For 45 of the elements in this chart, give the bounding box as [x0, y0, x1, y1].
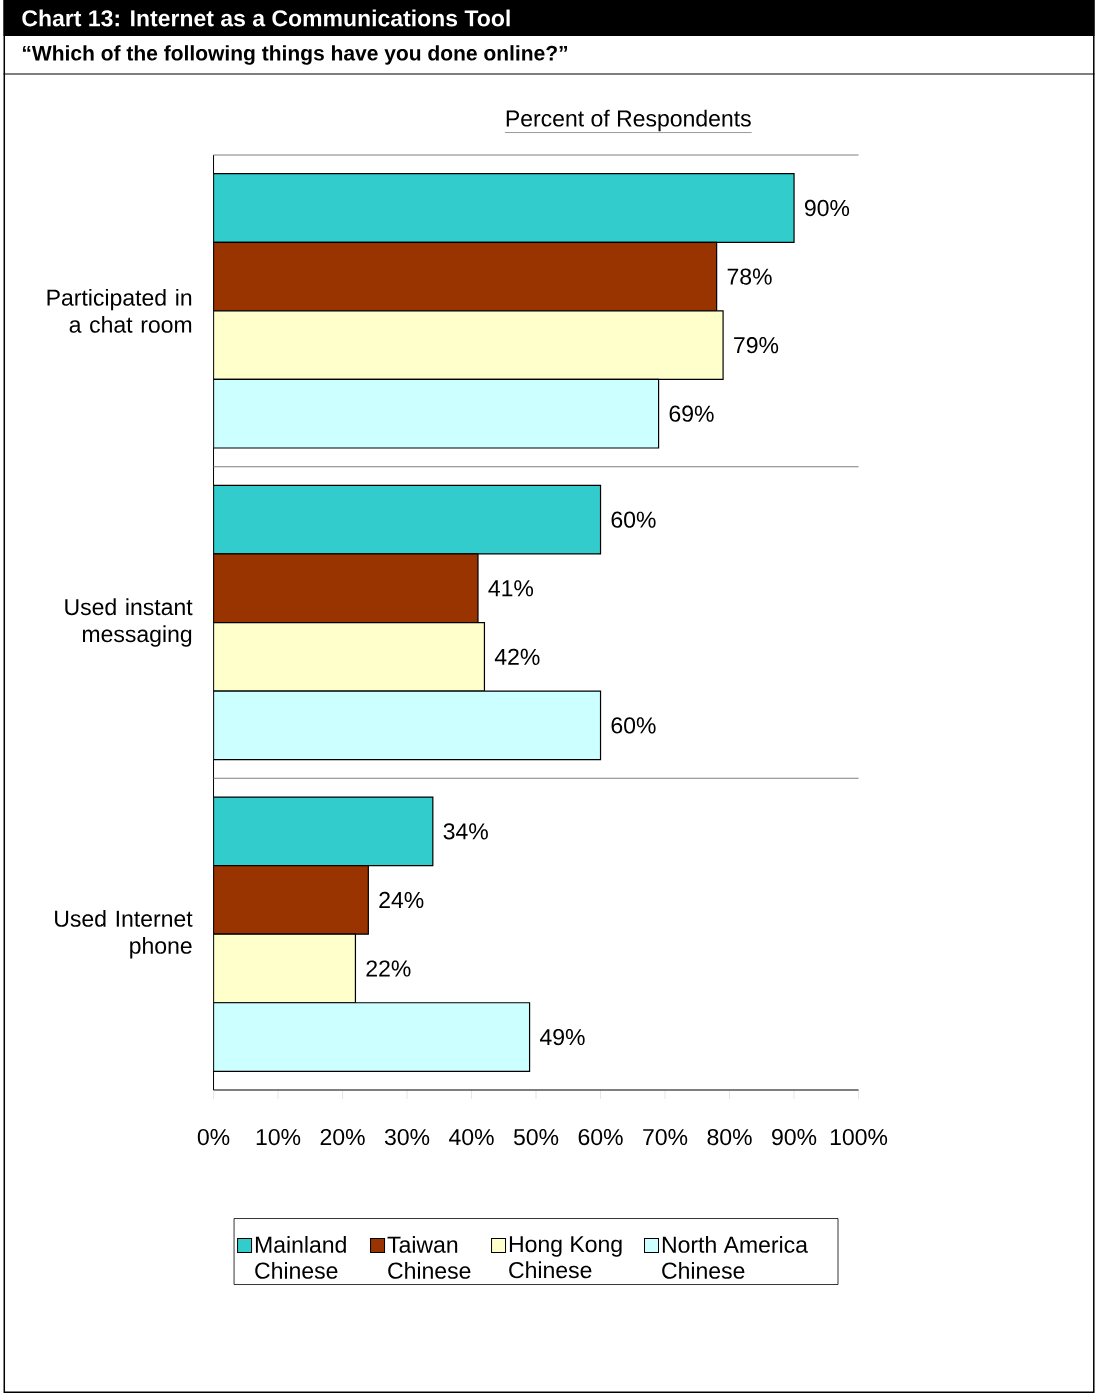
data-label: 24% — [379, 891, 424, 909]
data-label: 49% — [539, 1028, 585, 1046]
bar — [213, 310, 724, 381]
x-tick-label: 80% — [707, 1128, 752, 1146]
x-tick-label: 20% — [320, 1128, 365, 1146]
y-tick-label: Participated in a chat room — [47, 288, 192, 333]
legend-label: Taiwan Chinese — [387, 1235, 471, 1279]
x-axis-title: Percent of Respondents — [506, 109, 751, 132]
data-label: 78% — [727, 268, 772, 285]
x-tick-label: 70% — [643, 1128, 688, 1146]
bar — [213, 173, 795, 243]
chart-subtitle: “Which of the following things have you done online?” — [22, 45, 567, 65]
bar — [213, 1002, 531, 1072]
bar — [213, 933, 356, 1004]
bar — [213, 796, 434, 867]
data-label: 22% — [366, 960, 411, 977]
bar — [213, 621, 485, 692]
chart-title: Chart 13: Internet as a Communications Tool — [22, 9, 510, 27]
data-label: 79% — [734, 337, 779, 354]
x-tick-label: 50% — [513, 1128, 559, 1146]
data-label: 60% — [611, 511, 656, 528]
data-label: 42% — [494, 648, 540, 665]
y-tick-label: Used instant messaging — [65, 598, 193, 647]
data-label: 41% — [488, 580, 533, 597]
x-tick-label: 60% — [578, 1128, 623, 1146]
x-tick-label: 0% — [197, 1128, 230, 1146]
bar — [213, 378, 660, 449]
y-tick-label: Used Internet phone — [55, 909, 193, 959]
x-tick-label: 30% — [384, 1128, 430, 1146]
bar — [213, 241, 718, 312]
legend-label: Mainland Chinese — [255, 1235, 346, 1279]
bar — [213, 553, 479, 624]
data-label: 34% — [443, 823, 488, 840]
legend-label: Hong Kong Chinese — [509, 1236, 622, 1279]
x-tick-label: 10% — [256, 1128, 301, 1146]
x-tick-label: 40% — [448, 1128, 494, 1146]
x-tick-label: 90% — [772, 1128, 817, 1146]
x-tick-label: 100% — [830, 1128, 888, 1146]
bar — [213, 484, 602, 555]
data-label: 60% — [611, 717, 656, 734]
data-label: 69% — [669, 405, 714, 422]
legend-label: North America Chinese — [662, 1235, 808, 1279]
bar — [213, 865, 369, 935]
bar — [213, 690, 602, 761]
data-label: 90% — [804, 199, 850, 217]
